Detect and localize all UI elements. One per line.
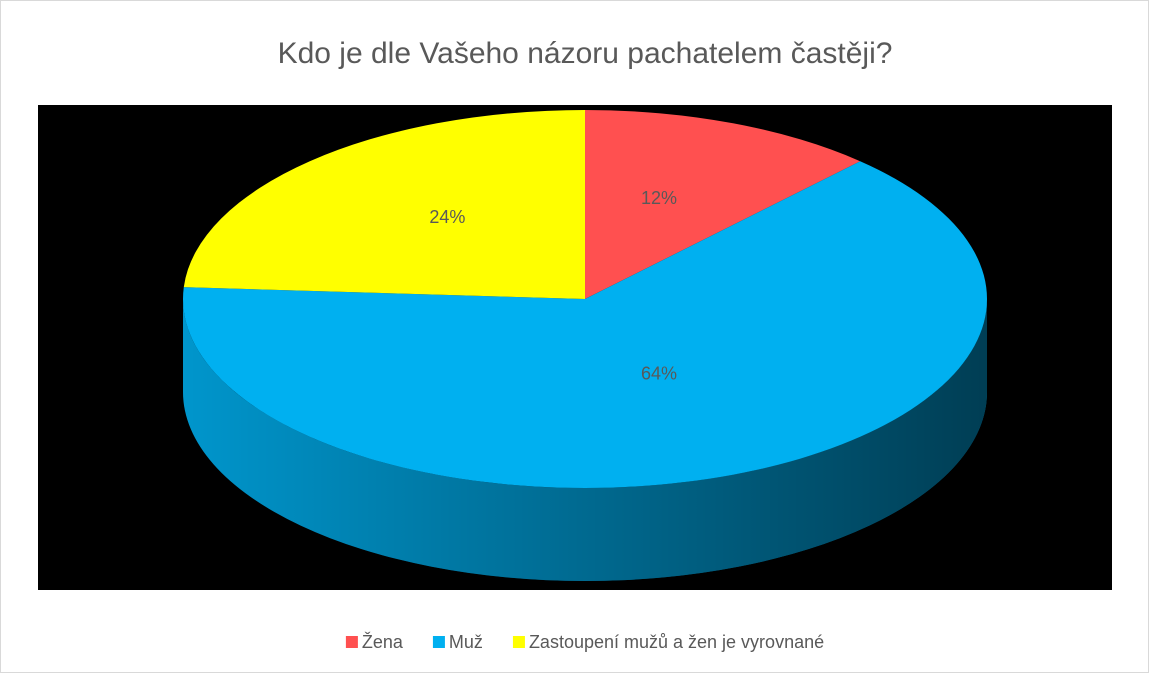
legend-swatch [512,636,525,648]
legend-swatch [432,636,445,648]
data-label: 12% [641,188,677,208]
chart-title: Kdo je dle Vašeho názoru pachatelem čast… [278,37,893,70]
data-label: 64% [641,364,677,384]
legend-swatch [345,636,358,648]
pie-slice [585,110,861,299]
legend-label: Muž [449,632,483,652]
pie-slice [183,110,585,299]
legend-label: Zastoupení mužů a žen je vyrovnané [529,632,824,652]
pie-side-shade [183,299,987,581]
legend-label: Žena [362,632,404,652]
data-label: 24% [429,207,465,227]
pie-slice [182,161,988,489]
